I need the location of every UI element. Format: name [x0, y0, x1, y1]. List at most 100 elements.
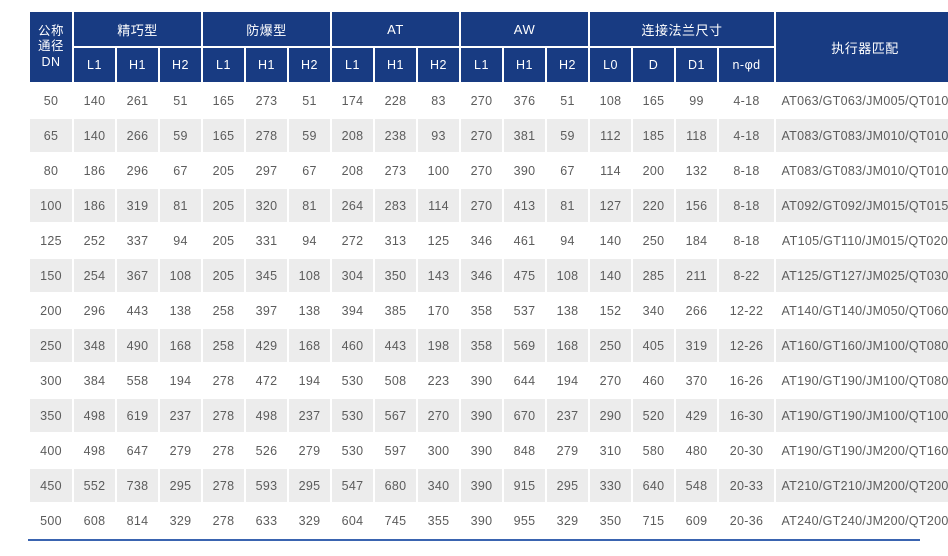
dimension-cell: 165 [203, 84, 244, 117]
dn-cell: 450 [30, 469, 72, 502]
dimension-cell: 168 [547, 329, 589, 362]
dimension-cell: 20-30 [719, 434, 775, 467]
dimension-cell: 205 [203, 259, 244, 292]
dimension-cell: 390 [461, 469, 502, 502]
dimension-cell: 310 [590, 434, 632, 467]
dimension-cell: 350 [375, 259, 416, 292]
header-group-row: 公称 通径 DN 精巧型 防爆型 AT AW 连接法兰尺寸 执行器匹配 [30, 12, 948, 82]
dimension-cell: 329 [160, 504, 201, 537]
actuator-match-cell: AT190/GT190/JM200/QT160 [776, 434, 948, 467]
dimension-cell: 4-18 [719, 84, 775, 117]
dimension-cell: 329 [289, 504, 330, 537]
header-compact-l1: L1 [74, 48, 115, 82]
dimension-cell: 8-18 [719, 154, 775, 187]
dimension-cell: 140 [74, 119, 115, 152]
dimension-cell: 475 [504, 259, 545, 292]
dn-cell: 500 [30, 504, 72, 537]
dn-cell: 400 [30, 434, 72, 467]
dimension-cell: 558 [117, 364, 158, 397]
dimension-cell: 278 [203, 434, 244, 467]
dimension-cell: 313 [375, 224, 416, 257]
dimension-cell: 295 [160, 469, 201, 502]
actuator-match-cell: AT210/GT210/JM200/QT200 [776, 469, 948, 502]
dimension-cell: 498 [74, 399, 115, 432]
dimension-cell: 250 [590, 329, 632, 362]
dimension-cell: 205 [203, 189, 244, 222]
dimension-cell: 278 [203, 364, 244, 397]
header-at-h2: H2 [418, 48, 459, 82]
dimension-cell: 12-22 [719, 294, 775, 327]
dimension-cell: 348 [74, 329, 115, 362]
table-header: 公称 通径 DN 精巧型 防爆型 AT AW 连接法兰尺寸 执行器匹配 L1 H… [30, 12, 948, 82]
dimension-cell: 184 [676, 224, 718, 257]
dimension-cell: 237 [547, 399, 589, 432]
dimension-cell: 254 [74, 259, 115, 292]
dimension-cell: 530 [332, 364, 373, 397]
dimension-cell: 296 [74, 294, 115, 327]
dimension-cell: 165 [203, 119, 244, 152]
dimension-cell: 168 [160, 329, 201, 362]
dimension-cell: 285 [633, 259, 675, 292]
dimension-cell: 376 [504, 84, 545, 117]
dimension-cell: 670 [504, 399, 545, 432]
dimension-cell: 337 [117, 224, 158, 257]
dimension-cell: 537 [504, 294, 545, 327]
dimension-cell: 814 [117, 504, 158, 537]
dimension-cell: 94 [547, 224, 589, 257]
actuator-match-cell: AT083/GT083/JM010/QT010 [776, 119, 948, 152]
header-group-compact-type: 精巧型 [74, 12, 201, 46]
dn-cell: 200 [30, 294, 72, 327]
dimension-cell: 647 [117, 434, 158, 467]
header-flange-d: D [633, 48, 675, 82]
dimension-cell: 237 [289, 399, 330, 432]
header-compact-h1: H1 [117, 48, 158, 82]
dimension-cell: 279 [547, 434, 589, 467]
dimension-cell: 384 [74, 364, 115, 397]
valve-spec-table-container: 公称 通径 DN 精巧型 防爆型 AT AW 连接法兰尺寸 执行器匹配 L1 H… [28, 10, 948, 541]
dimension-cell: 297 [246, 154, 287, 187]
table-row: 400 498 647 279 278 526 279 530 597 300 390 848 279 3… [30, 434, 948, 467]
header-at-h1: H1 [375, 48, 416, 82]
dimension-cell: 390 [461, 434, 502, 467]
dimension-cell: 16-30 [719, 399, 775, 432]
table-row: 500 608 814 329 278 633 329 604 745 355 390 955 329 3… [30, 504, 948, 537]
dimension-cell: 367 [117, 259, 158, 292]
dimension-cell: 429 [246, 329, 287, 362]
dimension-cell: 738 [117, 469, 158, 502]
dimension-cell: 8-18 [719, 189, 775, 222]
dimension-cell: 915 [504, 469, 545, 502]
dimension-cell: 140 [590, 224, 632, 257]
dimension-cell: 185 [633, 119, 675, 152]
dimension-cell: 94 [289, 224, 330, 257]
dn-cell: 125 [30, 224, 72, 257]
header-group-explosion-proof-type: 防爆型 [203, 12, 330, 46]
dimension-cell: 295 [289, 469, 330, 502]
dimension-cell: 59 [547, 119, 589, 152]
dimension-cell: 340 [418, 469, 459, 502]
dimension-cell: 355 [418, 504, 459, 537]
dimension-cell: 273 [375, 154, 416, 187]
actuator-match-cell: AT063/GT063/JM005/QT010 [776, 84, 948, 117]
dimension-cell: 250 [633, 224, 675, 257]
dn-cell: 300 [30, 364, 72, 397]
dimension-cell: 580 [633, 434, 675, 467]
dimension-cell: 174 [332, 84, 373, 117]
dimension-cell: 81 [160, 189, 201, 222]
dimension-cell: 138 [160, 294, 201, 327]
dimension-cell: 186 [74, 154, 115, 187]
dimension-cell: 385 [375, 294, 416, 327]
dn-cell: 250 [30, 329, 72, 362]
dimension-cell: 67 [547, 154, 589, 187]
dimension-cell: 270 [461, 154, 502, 187]
dimension-cell: 8-18 [719, 224, 775, 257]
dimension-cell: 208 [332, 154, 373, 187]
dimension-cell: 520 [633, 399, 675, 432]
dimension-cell: 211 [676, 259, 718, 292]
dimension-cell: 59 [160, 119, 201, 152]
dimension-cell: 261 [117, 84, 158, 117]
dimension-cell: 304 [332, 259, 373, 292]
dimension-cell: 319 [676, 329, 718, 362]
table-row: 125 252 337 94 205 331 94 272 313 125 346 461 94 140 2… [30, 224, 948, 257]
actuator-match-cell: AT092/GT092/JM015/QT015 [776, 189, 948, 222]
